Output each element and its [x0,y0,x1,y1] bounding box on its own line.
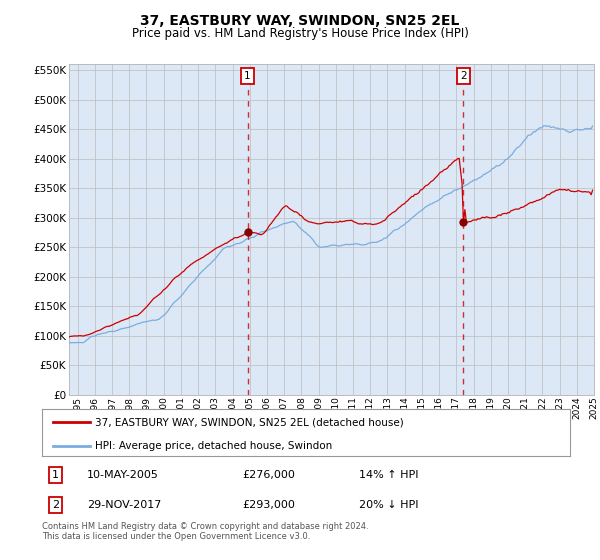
Text: 29-NOV-2017: 29-NOV-2017 [87,500,161,510]
Text: 37, EASTBURY WAY, SWINDON, SN25 2EL: 37, EASTBURY WAY, SWINDON, SN25 2EL [140,14,460,28]
Text: 2: 2 [460,71,467,81]
Text: 10-MAY-2005: 10-MAY-2005 [87,470,159,480]
Text: Price paid vs. HM Land Registry's House Price Index (HPI): Price paid vs. HM Land Registry's House … [131,27,469,40]
Text: 1: 1 [52,470,59,480]
Text: HPI: Average price, detached house, Swindon: HPI: Average price, detached house, Swin… [95,441,332,451]
Text: 14% ↑ HPI: 14% ↑ HPI [359,470,418,480]
Text: £293,000: £293,000 [242,500,296,510]
Text: Contains HM Land Registry data © Crown copyright and database right 2024.
This d: Contains HM Land Registry data © Crown c… [42,522,368,542]
Text: £276,000: £276,000 [242,470,296,480]
Text: 2: 2 [52,500,59,510]
Text: 20% ↓ HPI: 20% ↓ HPI [359,500,418,510]
Text: 1: 1 [244,71,251,81]
Text: 37, EASTBURY WAY, SWINDON, SN25 2EL (detached house): 37, EASTBURY WAY, SWINDON, SN25 2EL (det… [95,417,404,427]
